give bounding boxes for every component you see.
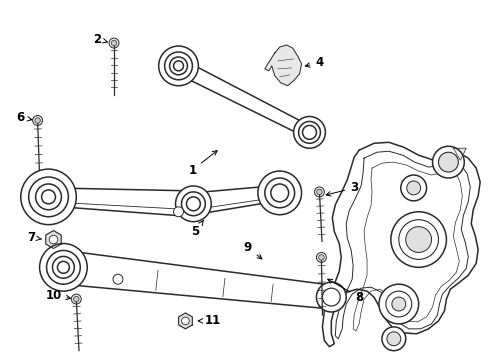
Circle shape	[47, 251, 80, 284]
Polygon shape	[175, 59, 312, 138]
Circle shape	[111, 40, 117, 46]
Circle shape	[72, 294, 81, 304]
Circle shape	[302, 125, 317, 139]
Circle shape	[317, 189, 322, 195]
Text: 10: 10	[46, 289, 71, 302]
Circle shape	[49, 235, 58, 244]
Text: 11: 11	[198, 314, 221, 327]
Circle shape	[175, 186, 211, 222]
Circle shape	[318, 255, 324, 260]
Circle shape	[406, 227, 432, 252]
Circle shape	[439, 152, 458, 172]
Circle shape	[74, 296, 79, 302]
Circle shape	[35, 118, 40, 123]
Circle shape	[298, 121, 320, 143]
Circle shape	[173, 207, 183, 217]
Circle shape	[173, 61, 183, 71]
Text: 3: 3	[326, 181, 358, 196]
Circle shape	[391, 212, 446, 267]
Polygon shape	[453, 148, 466, 160]
Circle shape	[21, 169, 76, 225]
Polygon shape	[48, 188, 194, 217]
Circle shape	[109, 38, 119, 48]
Circle shape	[165, 52, 193, 80]
Polygon shape	[178, 313, 193, 329]
Circle shape	[182, 317, 189, 325]
Polygon shape	[46, 231, 61, 248]
Polygon shape	[322, 142, 480, 347]
Circle shape	[407, 181, 420, 195]
Circle shape	[258, 171, 301, 215]
Circle shape	[42, 190, 55, 204]
Text: 1: 1	[188, 150, 217, 176]
Circle shape	[392, 297, 406, 311]
Circle shape	[315, 187, 324, 197]
Circle shape	[433, 146, 465, 178]
Circle shape	[40, 243, 87, 291]
Text: 5: 5	[191, 220, 204, 238]
Circle shape	[159, 46, 198, 86]
Circle shape	[52, 256, 74, 278]
Circle shape	[170, 57, 188, 75]
Circle shape	[386, 291, 412, 317]
Circle shape	[187, 197, 200, 211]
Circle shape	[322, 288, 340, 306]
Circle shape	[57, 261, 70, 273]
Circle shape	[317, 252, 326, 262]
Text: 7: 7	[27, 231, 41, 244]
Circle shape	[33, 116, 43, 125]
Circle shape	[399, 220, 439, 260]
Text: 2: 2	[93, 33, 107, 46]
Circle shape	[294, 117, 325, 148]
Circle shape	[29, 177, 69, 217]
Circle shape	[387, 332, 401, 346]
Text: 6: 6	[17, 111, 32, 124]
Circle shape	[317, 282, 346, 312]
Polygon shape	[192, 185, 281, 215]
Text: 4: 4	[305, 57, 323, 69]
Circle shape	[113, 274, 123, 284]
Circle shape	[379, 284, 418, 324]
Circle shape	[265, 178, 294, 208]
Text: 8: 8	[328, 279, 363, 303]
Circle shape	[181, 192, 205, 216]
Circle shape	[271, 184, 289, 202]
Circle shape	[382, 327, 406, 351]
Polygon shape	[62, 251, 333, 309]
Text: 9: 9	[244, 241, 262, 259]
Polygon shape	[265, 45, 301, 86]
Circle shape	[36, 184, 61, 210]
Circle shape	[401, 175, 427, 201]
